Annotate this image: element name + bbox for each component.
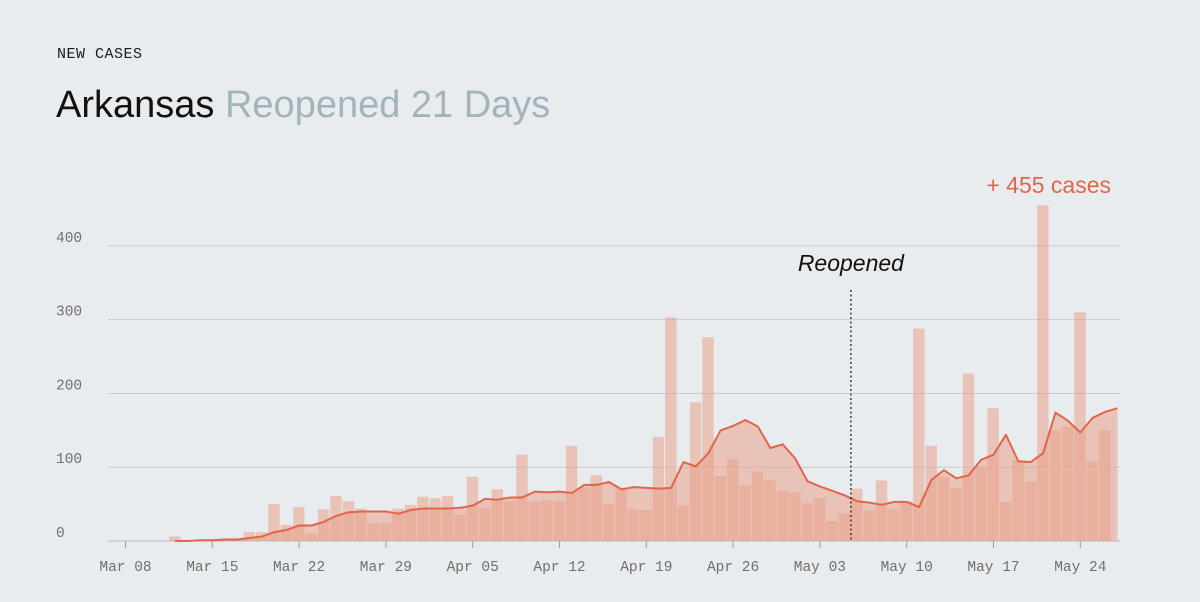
x-tick-label: Apr 05 — [447, 560, 499, 576]
rolling-average-line — [175, 407, 1118, 542]
x-axis-ticks: Mar 08 Mar 15 Mar 22 Mar 29 Apr 05 Apr 12 Apr … — [99, 541, 1106, 576]
bar — [268, 504, 280, 541]
x-tick-label: Apr 26 — [707, 560, 759, 576]
y-tick-label: 300 — [56, 305, 82, 321]
x-tick-label: May 03 — [794, 560, 846, 576]
y-axis-ticks: 0 100 200 300 400 — [56, 231, 82, 542]
bar — [1037, 205, 1049, 541]
reopened-label: Reopened — [798, 250, 905, 276]
bar — [962, 373, 975, 541]
bar — [293, 507, 305, 541]
peak-callout-label: + 455 cases — [986, 172, 1111, 198]
x-tick-label: May 24 — [1054, 560, 1106, 576]
bar — [702, 337, 714, 541]
x-tick-label: Apr 19 — [620, 560, 672, 576]
bar — [1074, 312, 1086, 541]
bar — [243, 532, 255, 541]
title-state: Arkansas — [56, 84, 215, 126]
bar — [169, 536, 181, 541]
y-tick-label: 0 — [56, 526, 65, 542]
x-tick-label: Mar 29 — [360, 560, 412, 576]
bar — [665, 317, 677, 541]
rolling-average-path — [175, 407, 1118, 542]
y-tick-label: 400 — [56, 231, 82, 247]
x-tick-label: May 17 — [967, 560, 1019, 576]
x-tick-label: May 10 — [881, 560, 933, 576]
x-tick-label: Mar 15 — [186, 560, 238, 576]
y-tick-label: 100 — [56, 452, 82, 468]
peak-callout: + 455 cases — [986, 172, 1111, 198]
x-tick-label: Apr 12 — [533, 560, 585, 576]
bar — [913, 328, 925, 541]
chart-title: Arkansas Reopened 21 Days — [56, 84, 550, 127]
rolling-average-area — [175, 408, 1118, 541]
title-subtitle: Reopened 21 Days — [224, 84, 551, 126]
x-tick-label: Mar 22 — [273, 560, 325, 576]
y-tick-label: 200 — [56, 378, 82, 394]
reopened-marker: Reopened — [798, 250, 905, 541]
x-tick-label: Mar 08 — [99, 560, 151, 576]
eyebrow-label: NEW CASES — [57, 46, 143, 63]
